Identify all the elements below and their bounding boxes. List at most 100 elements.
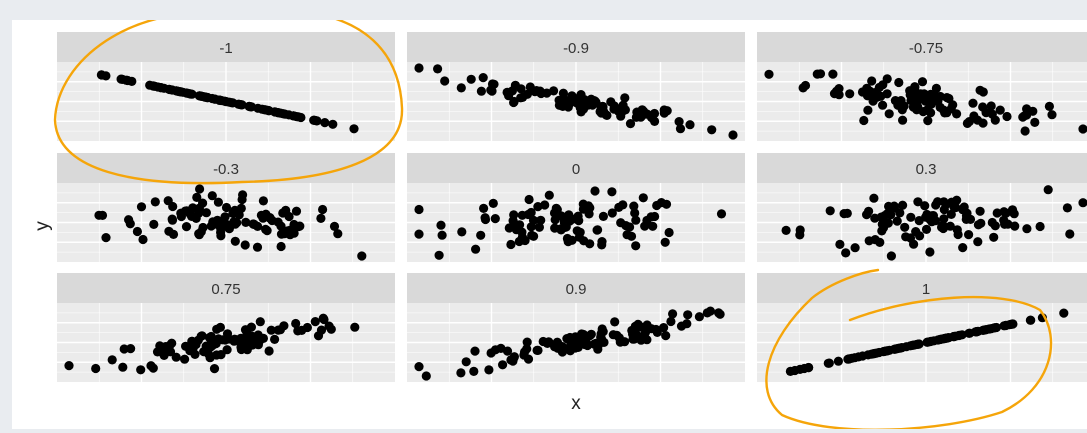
- scatter-point: [544, 190, 554, 200]
- scatter-point: [291, 318, 301, 329]
- scatter-point: [1004, 320, 1015, 330]
- scatter-point: [914, 216, 924, 226]
- scatter-point: [925, 93, 936, 103]
- scatter-point: [562, 233, 573, 244]
- scatter-point: [506, 239, 516, 250]
- scatter-point: [637, 111, 647, 121]
- scatter-point: [939, 205, 949, 215]
- scatter-point: [992, 208, 1002, 218]
- scatter-point: [255, 317, 265, 327]
- scatter-point: [884, 109, 894, 119]
- scatter-point: [261, 224, 271, 234]
- scatter-point: [1065, 229, 1075, 239]
- scatter-point: [214, 95, 224, 105]
- scatter-point: [628, 329, 638, 339]
- scatter-point: [567, 91, 577, 101]
- scatter-point: [620, 105, 631, 115]
- scatter-point: [150, 197, 160, 207]
- scatter-point: [716, 209, 727, 219]
- scatter-point: [461, 357, 471, 367]
- scatter-point: [201, 208, 211, 218]
- scatter-point: [125, 219, 135, 229]
- scatter-point: [318, 313, 328, 323]
- scatter-point: [107, 355, 117, 365]
- scatter-point: [795, 364, 805, 374]
- scatter-point: [206, 339, 216, 349]
- scatter-point: [333, 229, 343, 239]
- facet-strip: [407, 273, 745, 303]
- scatter-point: [1044, 101, 1054, 111]
- scatter-point: [258, 196, 268, 206]
- scatter-point: [923, 116, 933, 126]
- scatter-point: [200, 92, 210, 102]
- scatter-point: [661, 331, 671, 341]
- scatter-point: [610, 317, 620, 327]
- scatter-point: [289, 219, 299, 230]
- scatter-point: [625, 119, 636, 129]
- scatter-point: [195, 184, 205, 194]
- scatter-point: [127, 76, 137, 86]
- scatter-point: [626, 231, 637, 241]
- scatter-point: [529, 231, 539, 241]
- scatter-point: [182, 206, 192, 216]
- scatter-point: [660, 237, 670, 247]
- scatter-point: [456, 368, 466, 378]
- scatter-point: [167, 214, 177, 224]
- scatter-point: [705, 306, 716, 316]
- facet-strip-label: 0.3: [916, 161, 937, 178]
- scatter-point: [291, 206, 302, 216]
- facet-strip-label: 0.75: [211, 281, 240, 298]
- facet-panel: 0.75: [57, 273, 395, 382]
- scatter-point: [532, 345, 542, 355]
- scatter-point: [878, 100, 888, 110]
- facet-panel: -0.9: [407, 32, 745, 141]
- scatter-point: [579, 236, 589, 246]
- scatter-point: [118, 362, 128, 372]
- scatter-point: [350, 322, 360, 332]
- scatter-point: [437, 230, 447, 240]
- scatter-point: [685, 120, 695, 130]
- scatter-point: [871, 348, 882, 358]
- scatter-point: [1037, 313, 1047, 323]
- scatter-point: [440, 76, 450, 86]
- scatter-point: [834, 84, 844, 94]
- scatter-point: [279, 321, 289, 331]
- scatter-point: [241, 217, 251, 227]
- facet-panel: 1: [757, 273, 1087, 382]
- scatter-point: [302, 322, 312, 333]
- scatter-point: [265, 213, 275, 223]
- scatter-point: [194, 230, 204, 240]
- scatter-point: [933, 197, 943, 207]
- scatter-point: [975, 206, 985, 216]
- scatter-point: [476, 230, 486, 240]
- scatter-point: [664, 227, 674, 238]
- scatter-point: [565, 98, 575, 109]
- scatter-point: [935, 102, 945, 112]
- scatter-point: [478, 73, 488, 83]
- scatter-point: [707, 125, 717, 135]
- scatter-point: [942, 93, 952, 103]
- scatter-point: [101, 233, 111, 243]
- scatter-point: [509, 97, 519, 108]
- scatter-point: [281, 205, 291, 215]
- facet-panel: -1: [57, 32, 395, 141]
- scatter-point: [516, 84, 526, 94]
- scatter-point: [293, 112, 303, 122]
- scatter-point: [999, 215, 1009, 225]
- facet-strip-label: 0.9: [566, 281, 587, 298]
- scatter-point: [96, 70, 106, 80]
- scatter-point: [486, 348, 496, 358]
- scatter-point: [212, 215, 222, 225]
- scatter-point: [845, 89, 855, 99]
- scatter-point: [490, 214, 500, 224]
- scatter-point: [466, 74, 476, 84]
- scatter-point: [171, 352, 181, 362]
- scatter-point: [579, 95, 590, 105]
- scatter-point: [606, 97, 616, 107]
- scatter-point: [906, 212, 916, 222]
- scatter-point: [976, 218, 986, 228]
- scatter-point: [946, 104, 956, 114]
- scatter-point: [1059, 308, 1069, 318]
- scatter-point: [862, 210, 872, 220]
- scatter-point: [867, 76, 877, 86]
